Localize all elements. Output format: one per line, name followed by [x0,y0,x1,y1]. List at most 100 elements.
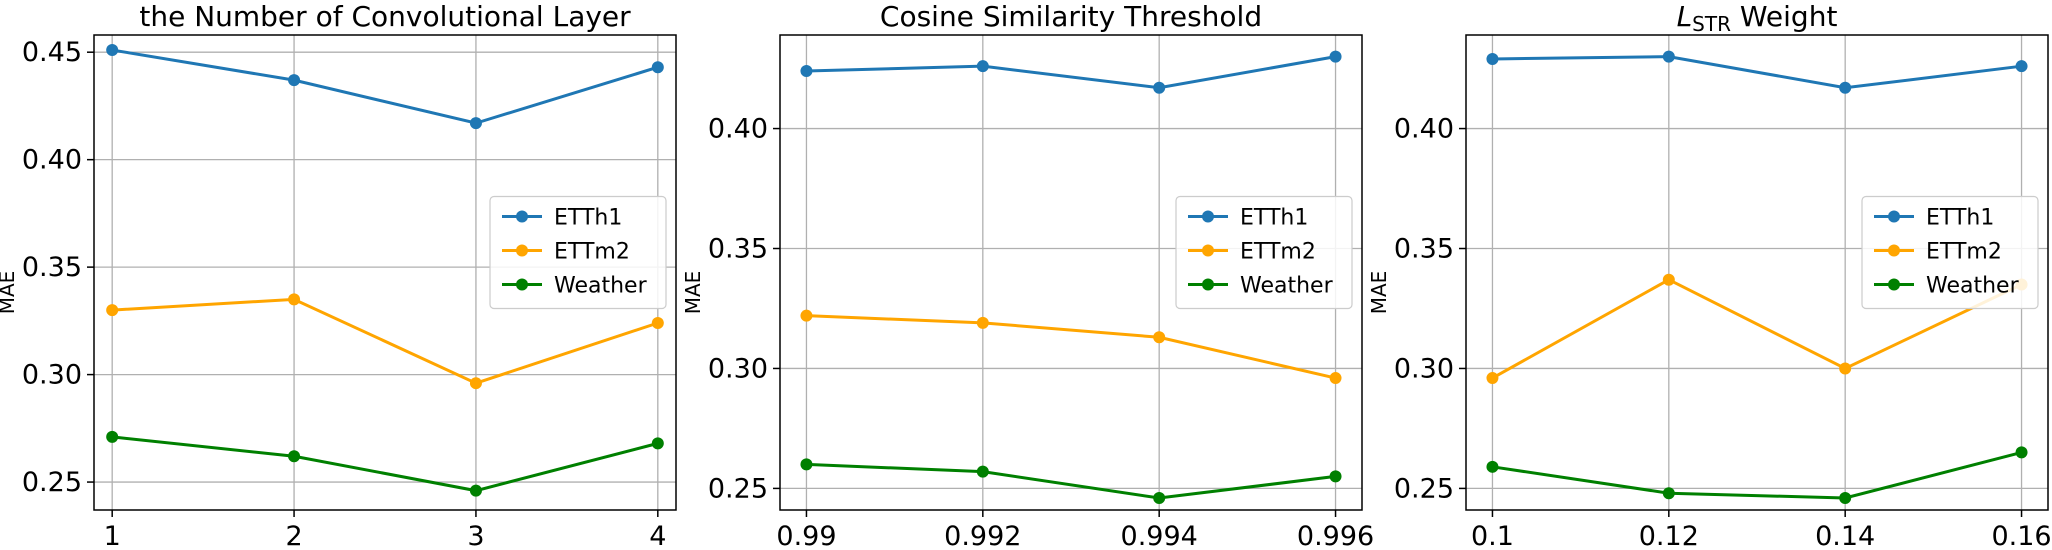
chart-panel-1: 1 2 3 4 0.25 0.30 0.35 0.40 0.45 MAE the Number of… [0,0,677,550]
chart-title: Cosine Similarity Threshold [880,0,1262,33]
legend-label-ettm2: ETTm2 [554,240,630,265]
y-tick-label: 0.25 [22,467,82,498]
data-point-ettm2 [1662,273,1675,286]
y-tick-label: 0.40 [708,114,768,145]
legend-label-etth1: ETTh1 [554,206,622,231]
plot-area-frame [1465,34,2049,511]
y-tick-label: 0.25 [708,473,768,504]
legend-marker-etth1 [516,210,528,223]
x-tick-label: 0.994 [1121,521,1198,550]
x-tick-label: 0.16 [1991,521,2051,550]
data-point-weather [651,437,664,450]
series-line-ettm2 [806,314,1336,380]
data-point-etth1 [1662,50,1675,63]
data-point-weather [976,465,989,478]
x-tick-label: 2 [285,521,302,550]
data-point-ettm2 [1153,331,1166,344]
data-point-weather [1839,492,1852,505]
data-point-ettm2 [1486,372,1499,385]
data-point-weather [1329,470,1342,483]
data-point-etth1 [469,117,482,130]
y-axis-label: MAE [1367,271,1391,315]
data-point-ettm2 [106,304,119,317]
legend-box [489,195,667,310]
chart-panel-2: 0.99 0.992 0.994 0.996 0.25 0.30 0.35 0.40 MAE Co… [681,0,1374,550]
x-tick-label: 0.992 [944,521,1021,550]
data-point-ettm2 [976,316,989,329]
y-axis-label: MAE [681,271,705,315]
series-line-weather [1492,450,2022,500]
legend: ETTh1 ETTm2 Weather [1861,195,2039,310]
legend-marker-ettm2 [516,244,528,257]
y-tick-label: 0.30 [1394,353,1454,384]
series-line-etth1 [806,55,1336,90]
legend-label-etth1: ETTh1 [1926,206,1994,231]
y-tick-label: 0.40 [22,145,82,176]
data-point-etth1 [106,44,119,57]
y-tick-label: 0.40 [1394,114,1454,145]
data-point-ettm2 [1329,372,1342,385]
x-tick-label: 0.99 [776,521,836,550]
data-point-weather [1662,487,1675,500]
series-line-etth1 [111,48,659,125]
data-point-weather [1153,492,1166,505]
y-tick-label: 0.35 [708,234,768,265]
series-line-weather [112,435,659,493]
series-line-weather [806,462,1336,500]
x-tick-label: 0.1 [1471,521,1514,550]
legend-box [1175,195,1353,310]
legend-marker-weather [516,278,528,291]
data-point-etth1 [288,74,301,87]
legend-box [1861,195,2039,310]
y-tick-label: 0.45 [22,37,82,68]
data-point-weather [1486,460,1499,473]
data-point-ettm2 [1839,362,1852,375]
y-tick-label: 0.30 [22,360,82,391]
series-line-ettm2 [112,297,659,385]
data-point-ettm2 [651,317,664,330]
x-tick-label: 0.996 [1297,521,1374,550]
data-point-etth1 [651,61,664,74]
data-point-etth1 [800,64,813,77]
data-point-ettm2 [469,377,482,390]
y-tick-label: 0.30 [708,353,768,384]
data-point-weather [2015,446,2028,459]
plot-area-frame [93,34,677,511]
data-point-etth1 [1839,81,1852,94]
y-axis-label: MAE [0,271,19,315]
plot-area-frame [779,34,1363,511]
legend-label-weather: Weather [1926,274,2020,299]
legend-label-weather: Weather [1240,274,1334,299]
chart-title: the Number of Convolutional Layer [139,0,631,33]
legend-label-weather: Weather [554,274,648,299]
data-point-etth1 [1153,81,1166,94]
legend-marker-etth1 [1202,210,1214,223]
series-line-ettm2 [1491,277,2023,380]
legend: ETTh1 ETTm2 Weather [489,195,667,310]
data-point-etth1 [976,60,989,73]
title-rest: Weight [1731,0,1837,33]
legend-label-ettm2: ETTm2 [1240,240,1316,265]
legend: ETTh1 ETTm2 Weather [1175,195,1353,310]
series-line-etth1 [1492,55,2022,90]
chart-title: LSTR Weight [1677,0,1838,36]
data-point-ettm2 [800,309,813,322]
legend-marker-weather [1888,278,1900,291]
y-tick-label: 0.35 [1394,234,1454,265]
x-tick-label: 0.12 [1639,521,1699,550]
legend-label-ettm2: ETTm2 [1926,240,2002,265]
data-point-etth1 [1486,52,1499,65]
legend-label-etth1: ETTh1 [1240,206,1308,231]
data-point-weather [469,484,482,497]
legend-marker-etth1 [1888,210,1900,223]
data-point-etth1 [1329,50,1342,63]
x-tick-label: 4 [649,521,666,550]
legend-marker-ettm2 [1202,244,1214,257]
x-tick-label: 0.14 [1815,521,1875,550]
title-main: L [1677,0,1693,33]
legend-marker-ettm2 [1888,244,1900,257]
y-tick-label: 0.35 [22,252,82,283]
data-point-ettm2 [288,293,301,306]
